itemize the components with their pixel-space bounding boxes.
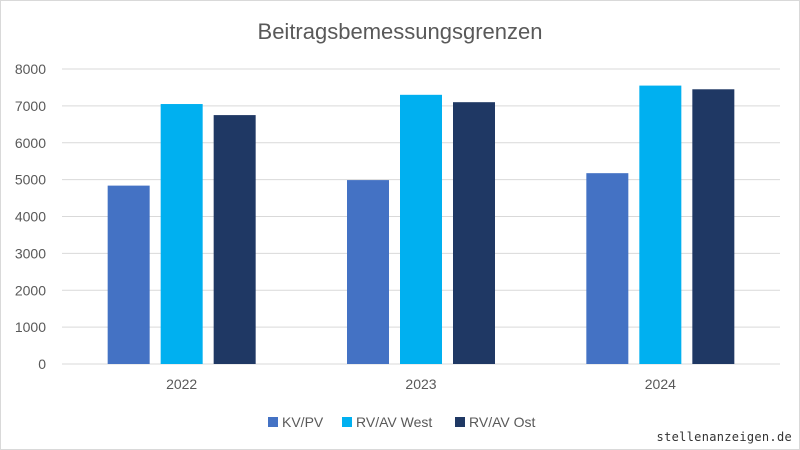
legend-label: KV/PV [282,414,324,430]
legend: KV/PV RV/AV West RV/AV Ost [268,414,536,430]
legend-label: RV/AV West [356,414,432,430]
y-tick-label: 2000 [15,282,46,298]
bar-kv-pv-2023 [347,180,389,364]
y-tick-label: 4000 [15,209,46,225]
bar-rv-av-west-2022 [160,104,203,364]
y-tick-label: 0 [38,356,46,372]
x-tick-label: 2022 [166,376,197,392]
watermark-text: stellenanzeigen.de [656,430,792,444]
chart-title: Beitragsbemessungsgrenzen [258,19,543,44]
y-tick-label: 5000 [15,172,46,188]
y-tick-label: 6000 [15,135,46,151]
bar-rv-av-west-2023 [400,94,442,364]
y-tick-label: 8000 [15,61,46,77]
bar-rv-av-ost-2024 [692,89,735,364]
y-tick-label: 3000 [15,245,46,261]
bar-rv-av-ost-2022 [213,115,256,364]
bar-rv-av-west-2024 [639,85,682,364]
x-tick-label: 2023 [405,376,436,392]
bar-kv-pv-2022 [107,185,150,364]
legend-label: RV/AV Ost [469,414,536,430]
bar-rv-av-ost-2023 [453,102,495,364]
bar-kv-pv-2024 [586,173,629,364]
x-tick-label: 2024 [645,376,676,392]
y-axis-tick-labels: 0 1000 2000 3000 4000 5000 6000 7000 8000 [15,61,46,372]
y-tick-label: 7000 [15,98,46,114]
x-axis-tick-labels: 2022 2023 2024 [166,376,676,392]
legend-swatch-kv-pv [268,417,278,427]
legend-swatch-rv-av-west [342,417,352,427]
legend-swatch-rv-av-ost [455,417,465,427]
bars [107,85,735,364]
y-tick-label: 1000 [15,319,46,335]
